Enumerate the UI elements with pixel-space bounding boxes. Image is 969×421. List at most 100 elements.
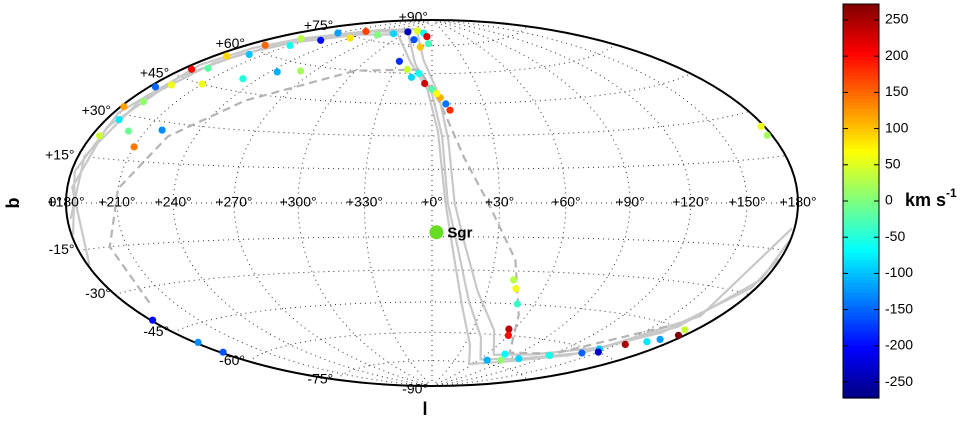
x-tick-label: +120°: [672, 194, 709, 210]
colorbar-segment: [843, 197, 879, 202]
star: [96, 132, 104, 140]
colorbar-segment: [843, 158, 879, 163]
star: [428, 85, 436, 94]
colorbar-segment: [843, 306, 879, 310]
star: [423, 33, 431, 41]
meridian: [116, 19, 433, 387]
colorbar-segment: [843, 105, 879, 110]
colorbar-segment: [843, 220, 879, 225]
star: [198, 80, 206, 88]
colorbar-segment: [843, 309, 879, 314]
colorbar-segment: [843, 388, 879, 393]
x-tick-label: +300°: [279, 194, 316, 210]
y-tick-label: -60°: [219, 352, 245, 368]
star: [261, 41, 269, 49]
colorbar-segment: [843, 40, 879, 44]
colorbar-segment: [843, 243, 879, 248]
colorbar-segment: [843, 138, 879, 143]
orbit: [72, 30, 791, 361]
star: [149, 316, 157, 324]
colorbar-tick-label: -250: [885, 373, 913, 389]
colorbar-segment: [843, 240, 879, 245]
x-tick-label: +180°: [779, 194, 816, 210]
star: [362, 27, 370, 35]
star: [674, 331, 683, 339]
colorbar-segment: [843, 276, 879, 281]
star: [515, 355, 523, 363]
colorbar-segment: [843, 13, 879, 18]
star: [139, 98, 148, 106]
x-tick-label: +210°: [98, 194, 135, 210]
colorbar-segment: [843, 358, 879, 363]
y-tick-label: -90°: [402, 381, 428, 397]
x-tick-label: +30°: [485, 194, 514, 210]
colorbar-segment: [843, 368, 879, 373]
star: [219, 348, 227, 356]
colorbar-segment: [843, 36, 879, 41]
colorbar-segment: [843, 384, 879, 389]
parallel: [336, 359, 528, 381]
colorbar-segment: [843, 33, 879, 38]
star: [424, 40, 433, 48]
colorbar-segment: [843, 43, 879, 48]
colorbar-segment: [843, 125, 879, 130]
star: [334, 29, 342, 37]
x-tick-label: +240°: [155, 194, 192, 210]
meridian: [233, 19, 433, 387]
colorbar-unit: km s: [905, 190, 946, 210]
colorbar-segment: [843, 361, 879, 366]
star: [404, 28, 412, 36]
star: [512, 285, 520, 293]
star: [501, 350, 509, 358]
colorbar-segment: [843, 352, 879, 356]
star: [297, 67, 305, 75]
star: [204, 64, 212, 72]
colorbar-segment: [843, 171, 879, 176]
colorbar-segment: [843, 283, 879, 287]
star: [390, 30, 398, 38]
colorbar-segment: [843, 23, 879, 28]
star: [286, 41, 294, 50]
x-tick-label: +60°: [551, 194, 580, 210]
star: [273, 68, 281, 76]
colorbar-segment: [843, 69, 879, 74]
colorbar-segment: [843, 289, 879, 294]
star: [188, 65, 196, 73]
colorbar-segment: [843, 148, 879, 153]
orbit: [108, 68, 673, 355]
colorbar-segment: [843, 151, 879, 156]
x-tick-label: +150°: [729, 194, 766, 210]
star: [130, 143, 138, 151]
colorbar-segment: [843, 122, 879, 127]
star: [151, 83, 160, 91]
colorbar-segment: [843, 181, 879, 186]
colorbar-segment: [843, 141, 879, 146]
star: [395, 57, 403, 65]
colorbar-segment: [843, 184, 879, 189]
colorbar-tick-label: -200: [885, 337, 913, 353]
star: [497, 356, 505, 364]
star: [421, 79, 429, 88]
y-axis-label: b: [3, 198, 23, 209]
star: [545, 351, 554, 359]
star: [757, 122, 765, 130]
star: [403, 65, 411, 73]
x-tick-label: +330°: [346, 194, 383, 210]
colorbar-segment: [843, 20, 879, 25]
colorbar-segment: [843, 355, 879, 360]
y-tick-label: -30°: [85, 285, 111, 301]
star: [763, 131, 771, 139]
colorbar-segment: [843, 115, 879, 120]
colorbar-segment: [843, 53, 879, 58]
star: [433, 90, 441, 98]
colorbar-segment: [843, 86, 879, 90]
colorbar-segment: [843, 66, 879, 71]
star: [124, 127, 132, 135]
star: [442, 100, 450, 108]
colorbar-segment: [843, 201, 879, 205]
parallel: [172, 73, 692, 105]
colorbar-segment: [843, 46, 879, 51]
y-tick-label: -75°: [307, 370, 333, 386]
colorbar-segment: [843, 230, 879, 235]
star: [297, 35, 305, 43]
